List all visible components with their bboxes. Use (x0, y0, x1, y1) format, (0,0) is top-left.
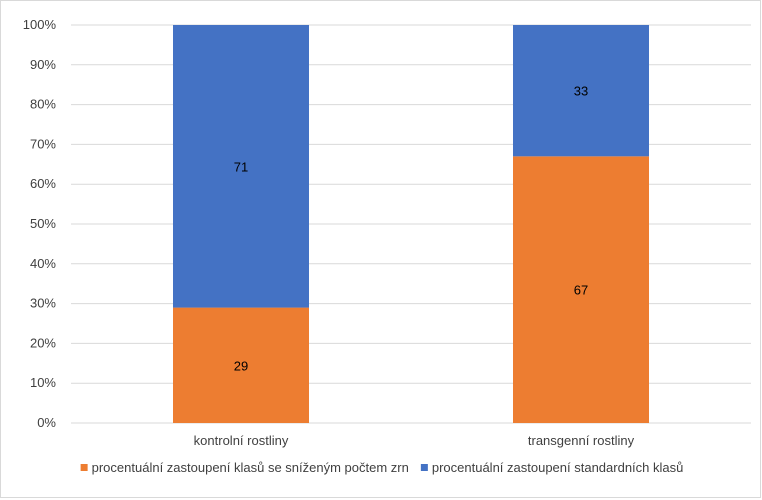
category-label: transgenní rostliny (528, 433, 635, 448)
bar-segment (173, 307, 309, 423)
y-tick-label: 0% (37, 415, 56, 430)
legend-label: procentuální zastoupení standardních kla… (432, 460, 684, 475)
y-tick-label: 10% (30, 375, 56, 390)
y-tick-label: 60% (30, 176, 56, 191)
data-label: 33 (574, 84, 588, 99)
y-tick-label: 50% (30, 216, 56, 231)
y-tick-label: 80% (30, 97, 56, 112)
y-tick-label: 30% (30, 296, 56, 311)
legend-swatch (420, 464, 428, 471)
y-tick-label: 40% (30, 256, 56, 271)
bar-segment (173, 25, 309, 308)
legend-label: procentuální zastoupení klasů se snížený… (92, 460, 409, 475)
y-tick-label: 90% (30, 57, 56, 72)
bars (173, 25, 649, 423)
data-labels: 29 71 67 33 (234, 84, 588, 374)
x-axis-category-labels: kontrolní rostliny transgenní rostliny (194, 433, 635, 448)
category-label: kontrolní rostliny (194, 433, 289, 448)
y-axis-tick-labels: 0% 10% 20% 30% 40% 50% 60% 70% 80% 90% 100% (23, 17, 57, 430)
data-label: 71 (234, 159, 248, 174)
legend: procentuální zastoupení klasů se snížený… (80, 460, 684, 475)
legend-swatch (80, 464, 88, 471)
y-tick-label: 70% (30, 136, 56, 151)
bar-segment (513, 156, 649, 423)
data-label: 29 (234, 358, 248, 373)
y-tick-label: 20% (30, 335, 56, 350)
bar-segment (513, 25, 649, 157)
y-tick-label: 100% (23, 17, 57, 32)
legend-item: procentuální zastoupení standardních kla… (420, 460, 684, 475)
data-label: 67 (574, 283, 588, 298)
legend-item: procentuální zastoupení klasů se snížený… (80, 460, 409, 475)
